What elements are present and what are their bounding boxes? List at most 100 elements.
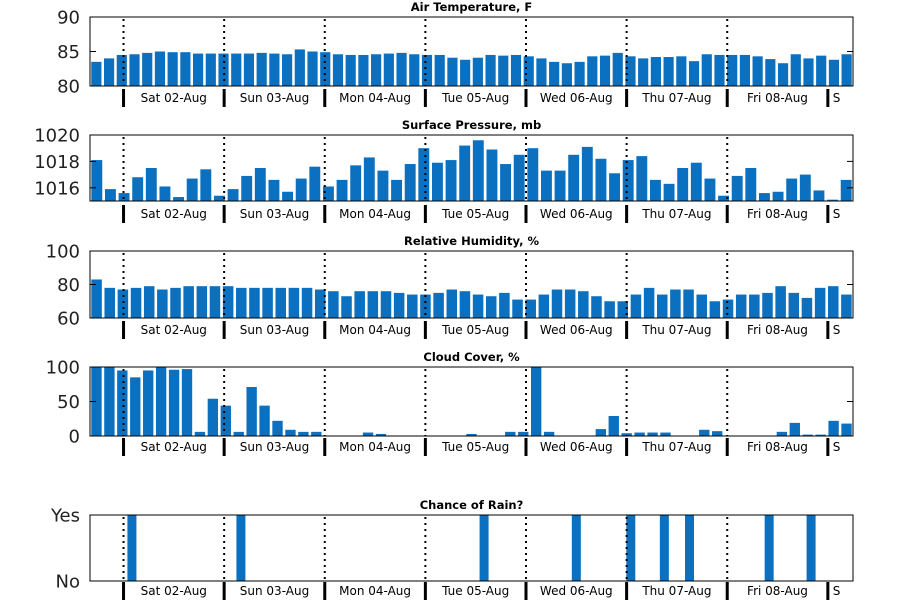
humidity-bar [656, 294, 668, 318]
temperature-bar [460, 59, 471, 86]
humidity-bar [104, 287, 115, 318]
pressure-bar [718, 195, 730, 201]
pressure-bar [173, 197, 185, 201]
pressure-bar [731, 175, 743, 201]
pressure-bar [622, 160, 634, 201]
pressure-bar [336, 179, 348, 201]
temperature-bar [841, 54, 852, 86]
humidity-bar [485, 296, 497, 318]
humidity-bar [446, 289, 458, 318]
temperature-bar [701, 54, 712, 86]
humidity-bar [183, 286, 194, 318]
pressure-bar [404, 164, 416, 201]
cloud-cover-bar [285, 429, 296, 436]
cloud-cover-bar [505, 431, 516, 436]
cloud-cover-bar [117, 370, 128, 436]
x-day-label: Thu 07-Aug [641, 207, 711, 221]
pressure-bar [540, 170, 552, 201]
x-day-label: Sun 03-Aug [240, 440, 309, 454]
x-day-label: Thu 07-Aug [641, 91, 711, 105]
pressure-bar [527, 148, 539, 201]
x-day-label: S [833, 440, 841, 454]
x-day-label: Sun 03-Aug [240, 323, 309, 337]
temperature-bar [282, 54, 293, 86]
pressure-bar [295, 178, 307, 201]
pressure-bar [677, 168, 689, 201]
humidity-bar [407, 294, 418, 318]
temperature-bar [447, 57, 458, 86]
humidity-bar [367, 291, 379, 318]
x-day-label: Tue 05-Aug [441, 440, 509, 454]
pressure-bar [799, 174, 811, 201]
cloud-cover-bar [647, 432, 658, 436]
temperature-bar [485, 54, 496, 86]
humidity-bar [828, 286, 839, 318]
humidity-bar [801, 297, 813, 318]
humidity-bar [525, 299, 536, 318]
humidity-bar [512, 299, 523, 318]
x-day-label: Mon 04-Aug [339, 440, 411, 454]
cloud-cover-bar [375, 433, 387, 436]
cloud-cover-bar [828, 420, 839, 436]
temperature-bar [345, 54, 356, 86]
humidity-bar [196, 286, 208, 318]
x-day-label: Tue 05-Aug [441, 91, 509, 105]
humidity-bar [670, 289, 681, 318]
pressure-bar [145, 168, 157, 201]
cloud-cover-bar [595, 429, 606, 436]
temperature-bar [116, 54, 127, 86]
pressure-bar [704, 178, 716, 201]
pressure-panel: 1016 1018 1020 Surface Pressure, mb Sat 02-A… [34, 118, 854, 223]
temperature-bar [625, 56, 636, 86]
temperature-bar [638, 58, 649, 86]
cloud-cover-bar [233, 431, 244, 436]
pressure-bar [813, 190, 825, 201]
temperature-bar [663, 57, 674, 86]
humidity-bar [459, 291, 471, 318]
rain-yes-bar [685, 515, 694, 581]
temperature-title: Air Temperature, F [411, 0, 532, 14]
x-day-label: S [833, 323, 841, 337]
pressure-bar [282, 191, 294, 201]
x-day-label: Mon 04-Aug [339, 323, 411, 337]
temperature-bar [320, 52, 331, 86]
y-tick-label: 90 [57, 8, 80, 29]
humidity-bar [262, 287, 273, 318]
cloud-cover-bar [298, 431, 309, 436]
pressure-bar [159, 186, 171, 201]
x-day-label: Mon 04-Aug [339, 207, 411, 221]
pressure-bar [309, 166, 321, 201]
temperature-bar [243, 53, 255, 86]
pressure-bar [568, 154, 580, 201]
y-tick-label: 50 [57, 392, 80, 413]
pressure-bar [581, 146, 593, 201]
pressure-bar [227, 189, 239, 201]
temperature-bar [561, 63, 572, 86]
humidity-bar [841, 294, 852, 318]
humidity-bar [157, 289, 168, 318]
temperature-bar [180, 52, 191, 86]
x-day-label: Sat 02-Aug [141, 323, 207, 337]
x-day-label: Mon 04-Aug [339, 91, 411, 105]
humidity-title: Relative Humidity, % [404, 234, 539, 248]
temperature-bar [676, 56, 687, 86]
pressure-axes-frame [89, 134, 854, 202]
y-tick-label: 60 [57, 309, 80, 330]
cloud-cover-bar [246, 387, 257, 436]
temperature-bar [790, 54, 801, 86]
pressure-bar [241, 175, 253, 201]
pressure-bar [200, 169, 212, 201]
pressure-bar [486, 149, 498, 201]
temperature-bar [129, 54, 140, 86]
cloud-cover-bar [518, 431, 529, 436]
humidity-bar [538, 294, 550, 318]
temperature-axes-frame [89, 16, 854, 87]
cloud-cover-bar [143, 370, 154, 436]
pressure-bar [377, 170, 389, 201]
rain-yes-bar [626, 515, 636, 581]
cloud-cover-bar [621, 433, 632, 436]
humidity-bar [683, 289, 694, 318]
x-day-label: Thu 07-Aug [641, 584, 711, 598]
cloud-cover-bar [181, 369, 193, 436]
y-tick-label: 80 [57, 77, 80, 98]
